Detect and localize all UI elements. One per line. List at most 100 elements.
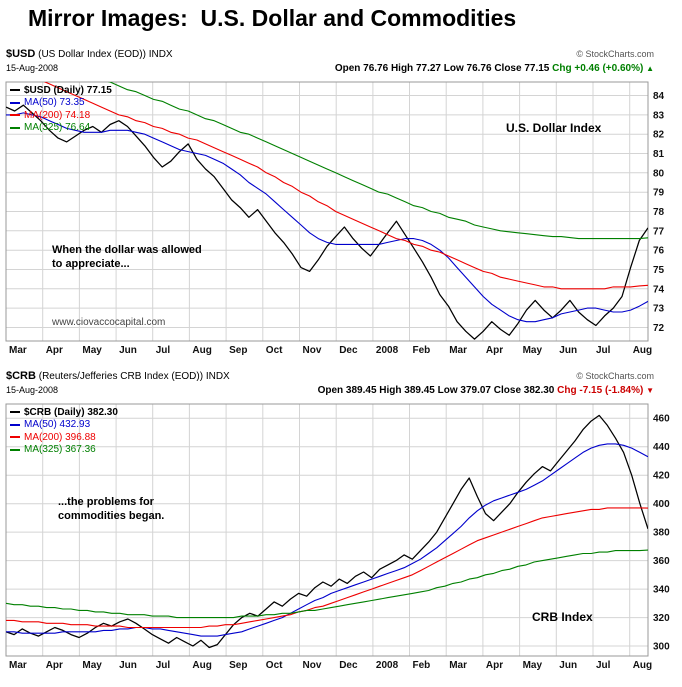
page-title: Mirror Images: U.S. Dollar and Commoditi… — [28, 5, 517, 31]
x-axis-label: Jun — [559, 345, 577, 356]
y-axis-label: 76 — [653, 246, 665, 257]
crb-index-label: CRB Index — [532, 610, 593, 624]
x-axis-label: Jul — [596, 345, 611, 356]
y-axis-label: 72 — [653, 323, 665, 334]
series-line-ma-200- — [6, 507, 648, 629]
x-axis-label: May — [82, 345, 102, 356]
usd-ohlc-row: 15-Aug-2008 Open 76.76 High 77.27 Low 76… — [6, 63, 654, 74]
x-axis-label: Jul — [156, 660, 171, 671]
y-axis-label: 80 — [653, 168, 665, 179]
plot-border — [5, 403, 649, 657]
x-axis-label: Sep — [229, 345, 247, 356]
x-axis-label: May — [523, 345, 543, 356]
y-axis-label: 300 — [653, 642, 670, 653]
x-axis-label: May — [82, 660, 102, 671]
x-axis-label: Nov — [303, 345, 322, 356]
series-line-ma-50- — [6, 112, 648, 323]
x-axis-label: Oct — [266, 345, 283, 356]
crb-legend: $CRB (Daily) 382.30 MA(50) 432.93 MA(200) … — [10, 406, 118, 456]
legend-label: MA(325) 367.36 — [24, 444, 96, 456]
y-axis-label: 440 — [653, 442, 670, 453]
x-axis-label: Aug — [633, 345, 652, 356]
x-axis-label: Apr — [46, 660, 63, 671]
x-axis-label: Jul — [596, 660, 611, 671]
series-line-ma-325- — [107, 82, 648, 240]
usd-watermark: www.ciovaccocapital.com — [52, 317, 166, 328]
legend-label: MA(200) 74.18 — [24, 109, 91, 121]
legend-item: MA(325) 76.64 — [10, 122, 112, 135]
legend-item: MA(200) 74.18 — [10, 109, 112, 122]
usd-chart: 72 73 74 75 76 77 78 79 80 81 82 83 84 Mar Apr May Jun Ju… — [5, 81, 665, 356]
crb-annotation: ...the problems for commodities began. — [58, 495, 164, 523]
legend-line-icon — [10, 423, 20, 426]
crb-header-row: $CRB (Reuters/Jefferies CRB Index (EOD))… — [6, 370, 654, 382]
usd-header-row: $USD (US Dollar Index (EOD)) INDX © Stoc… — [6, 48, 654, 60]
usd-symbol: $USD — [6, 48, 36, 60]
crb-ohlc-values: Open 389.45 High 389.45 Low 379.07 Close… — [317, 385, 555, 396]
plot-border — [5, 81, 649, 342]
x-axis-label: Apr — [486, 345, 503, 356]
x-axis-label: Aug — [192, 660, 211, 671]
crb-symbol: $CRB — [6, 370, 36, 382]
crb-ohlc: Open 389.45 High 389.45 Low 379.07 Close… — [318, 385, 654, 396]
crb-annotation-line1: ...the problems for — [58, 496, 154, 508]
y-axis-label: 360 — [653, 556, 670, 567]
x-axis-label: Apr — [486, 660, 503, 671]
y-axis-label: 340 — [653, 585, 670, 596]
y-axis-label: 82 — [653, 130, 665, 141]
legend-label: MA(200) 396.88 — [24, 431, 96, 443]
y-axis-label: 320 — [653, 613, 670, 624]
usd-annotation-line1: When the dollar was allowed — [52, 244, 202, 256]
x-axis-label: Jun — [559, 660, 577, 671]
y-axis-label: 79 — [653, 188, 665, 199]
y-axis-label: 420 — [653, 471, 670, 482]
x-axis-label: 2008 — [376, 660, 399, 671]
x-axis-label: Sep — [229, 660, 247, 671]
y-axis-label: 460 — [653, 414, 670, 425]
x-axis-label: May — [523, 660, 543, 671]
series-line-ma-200- — [43, 82, 648, 290]
y-axis-label: 78 — [653, 207, 665, 218]
legend-line-icon — [10, 448, 20, 451]
legend-line-icon — [10, 126, 20, 129]
x-axis-label: 2008 — [376, 345, 399, 356]
y-axis-label: 83 — [653, 110, 665, 121]
x-axis-label: Dec — [339, 660, 358, 671]
x-axis-label: Oct — [266, 660, 283, 671]
legend-label: MA(325) 76.64 — [24, 122, 91, 134]
usd-date: 15-Aug-2008 — [6, 63, 59, 73]
legend-item: MA(325) 367.36 — [10, 444, 118, 457]
usd-copyright: © StockCharts.com — [576, 49, 654, 59]
usd-symbol-title: $USD (US Dollar Index (EOD)) INDX — [6, 48, 173, 60]
x-axis-label: Nov — [303, 660, 322, 671]
usd-ohlc-values: Open 76.76 High 77.27 Low 76.76 Close 77… — [334, 63, 550, 74]
y-axis-label: 74 — [653, 284, 665, 295]
crb-copyright: © StockCharts.com — [576, 371, 654, 381]
x-axis-label: Aug — [633, 660, 652, 671]
crb-name: (Reuters/Jefferies CRB Index (EOD)) INDX — [38, 371, 230, 382]
y-axis-label: 400 — [653, 499, 670, 510]
x-axis-label: Mar — [449, 345, 467, 356]
x-axis-label: Jul — [156, 345, 171, 356]
legend-item: MA(50) 73.35 — [10, 97, 112, 110]
x-axis-label: Aug — [192, 345, 211, 356]
up-arrow-icon: ▲ — [646, 64, 654, 73]
x-axis-label: Mar — [9, 345, 27, 356]
legend-label: $CRB (Daily) 382.30 — [24, 406, 118, 418]
crb-chart: 300 320 340 360 380 400 420 440 460 Mar Apr May Jun J… — [5, 403, 670, 671]
legend-item: MA(50) 432.93 — [10, 419, 118, 432]
y-axis-label: 75 — [653, 265, 665, 276]
down-arrow-icon: ▼ — [646, 386, 654, 395]
x-axis-label: Feb — [413, 660, 431, 671]
series-line-ma-325- — [6, 549, 648, 619]
x-axis-label: Jun — [119, 345, 137, 356]
x-axis-label: Jun — [119, 660, 137, 671]
crb-ohlc-row: 15-Aug-2008 Open 389.45 High 389.45 Low … — [6, 385, 654, 396]
plot-background — [6, 404, 648, 656]
legend-line-icon — [10, 411, 20, 414]
legend-line-icon — [10, 89, 20, 92]
crb-date: 15-Aug-2008 — [6, 385, 59, 395]
x-axis-label: Mar — [449, 660, 467, 671]
legend-item: $CRB (Daily) 382.30 — [10, 406, 118, 419]
